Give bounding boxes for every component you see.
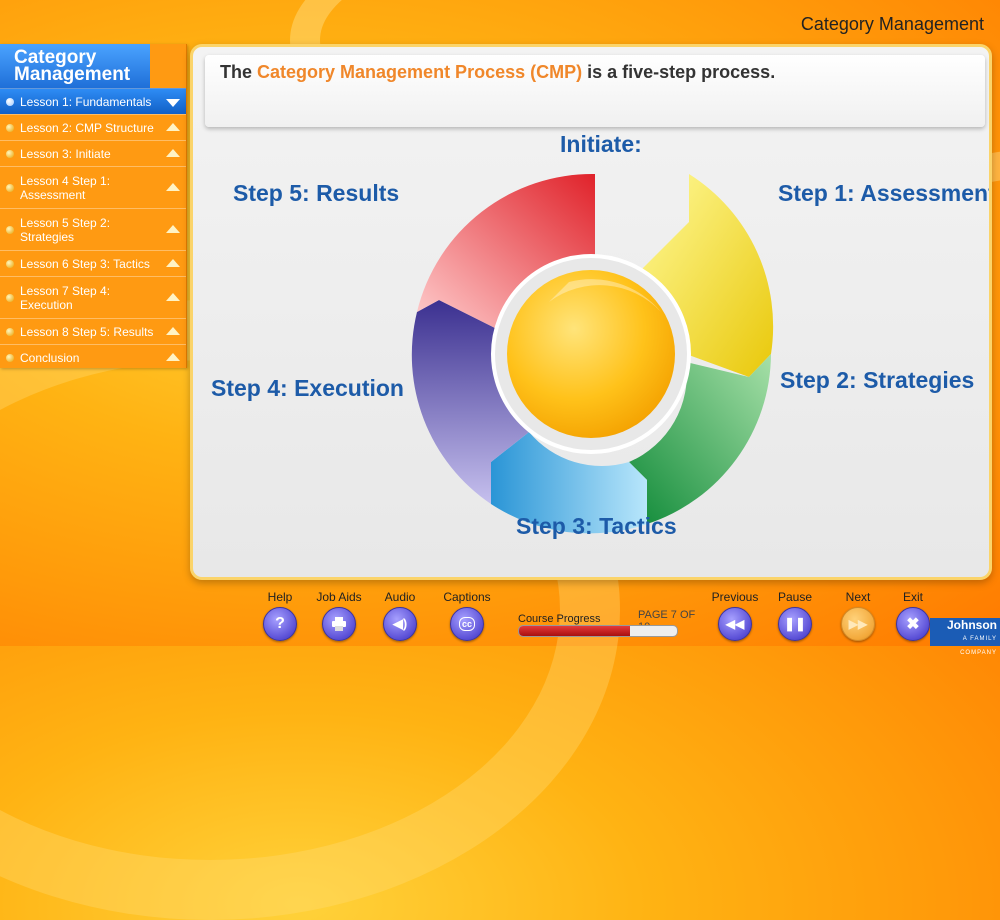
- headline-accent: Category Management Process (CMP): [257, 62, 583, 82]
- page-headline: The Category Management Process (CMP) is…: [220, 62, 775, 83]
- label-step2: Step 2: Strategies: [780, 367, 975, 393]
- chevron-up-icon: [166, 292, 180, 301]
- sidebar-item-5[interactable]: Lesson 5 Step 2: Strategies: [0, 208, 186, 250]
- printer-icon: [332, 617, 346, 631]
- segment-step1: [639, 174, 774, 377]
- content-panel: The Category Management Process (CMP) is…: [190, 44, 992, 580]
- sidebar-item-9[interactable]: Conclusion: [0, 344, 186, 370]
- company-logo: Johnson A FAMILY COMPANY: [930, 618, 1000, 656]
- sidebar-item-7[interactable]: Lesson 7 Step 4: Execution: [0, 276, 186, 318]
- lesson-list: Lesson 1: Fundamentals Lesson 2: CMP Stru…: [0, 88, 186, 370]
- help-label: Help: [267, 590, 293, 604]
- help-button[interactable]: ?: [263, 607, 297, 641]
- previous-control[interactable]: Previous ◀◀: [708, 590, 762, 641]
- progress-fill: [519, 626, 630, 636]
- rewind-icon: ◀◀: [725, 617, 745, 631]
- sidebar-item-label: Lesson 3: Initiate: [20, 146, 111, 161]
- chevron-up-icon: [166, 224, 180, 233]
- captions-button[interactable]: cc: [450, 607, 484, 641]
- label-step1: Step 1: Assessment: [778, 180, 992, 206]
- course-progress-label: Course Progress: [518, 613, 601, 625]
- next-button[interactable]: ▶▶: [841, 607, 875, 641]
- bullet-icon: [6, 225, 14, 234]
- sidebar-item-6[interactable]: Lesson 6 Step 3: Tactics: [0, 250, 186, 276]
- center-highlight: [549, 279, 661, 312]
- pause-label: Pause: [777, 590, 813, 604]
- chevron-up-icon: [166, 326, 180, 335]
- forward-icon: ▶▶: [848, 617, 868, 631]
- exit-label: Exit: [902, 590, 923, 604]
- bullet-icon: [6, 97, 14, 106]
- pause-icon: ❚❚: [784, 616, 806, 631]
- audio-control[interactable]: Audio ◀): [380, 590, 420, 641]
- previous-button[interactable]: ◀◀: [718, 607, 752, 641]
- help-control[interactable]: Help ?: [262, 590, 298, 641]
- chevron-up-icon: [166, 182, 180, 191]
- job-aids-label: Job Aids: [316, 590, 362, 604]
- lesson-sidebar: Category Management Lesson 1: Fundamenta…: [0, 44, 187, 368]
- sidebar-item-label: Lesson 7 Step 4: Execution: [20, 283, 111, 312]
- captions-label: Captions: [443, 590, 491, 604]
- bullet-icon: [6, 259, 14, 268]
- cmp-cycle-diagram: [411, 173, 774, 534]
- previous-label: Previous: [711, 590, 759, 604]
- logo-text: Johnson: [947, 618, 997, 632]
- job-aids-button[interactable]: [322, 607, 356, 641]
- bullet-icon: [6, 123, 14, 132]
- app-title: Category Management: [800, 14, 984, 34]
- sidebar-item-2[interactable]: Lesson 2: CMP Structure: [0, 114, 186, 140]
- center-circle: [507, 270, 675, 438]
- speaker-icon: ◀): [392, 616, 408, 631]
- bullet-icon: [6, 353, 14, 362]
- sidebar-item-label: Lesson 8 Step 5: Results: [20, 324, 154, 339]
- cc-icon: cc: [458, 617, 475, 631]
- segment-step4: [411, 300, 529, 504]
- chevron-up-icon: [166, 258, 180, 267]
- label-step5: Step 5: Results: [233, 180, 400, 206]
- audio-label: Audio: [384, 590, 416, 604]
- sidebar-item-label: Lesson 5 Step 2: Strategies: [20, 215, 111, 244]
- sidebar-item-3[interactable]: Lesson 3: Initiate: [0, 140, 186, 166]
- segment-step5: [417, 173, 595, 330]
- logo-tagline: A FAMILY COMPANY: [960, 636, 997, 656]
- sidebar-item-8[interactable]: Lesson 8 Step 5: Results: [0, 318, 186, 344]
- headline-post: is a five-step process.: [582, 62, 776, 82]
- label-step3: Step 3: Tactics: [516, 513, 677, 539]
- close-icon: ✖: [906, 616, 920, 633]
- next-control[interactable]: Next ▶▶: [838, 590, 878, 641]
- captions-control[interactable]: Captions cc: [440, 590, 494, 641]
- bullet-icon: [6, 327, 14, 336]
- audio-button[interactable]: ◀): [383, 607, 417, 641]
- question-icon: ?: [275, 615, 285, 632]
- headline-box: The Category Management Process (CMP) is…: [205, 55, 985, 127]
- sidebar-item-label: Lesson 2: CMP Structure: [20, 120, 154, 135]
- sidebar-item-label: Lesson 4 Step 1: Assessment: [20, 173, 111, 202]
- sidebar-item-4[interactable]: Lesson 4 Step 1: Assessment: [0, 166, 186, 208]
- course-progress: Course Progress PAGE 7 OF 10: [518, 609, 710, 637]
- pause-control[interactable]: Pause ❚❚: [775, 590, 815, 641]
- chevron-down-icon: [166, 98, 180, 107]
- chevron-up-icon: [166, 148, 180, 157]
- segment-step2: [629, 354, 771, 524]
- sidebar-item-label: Lesson 1: Fundamentals: [20, 94, 152, 109]
- chevron-up-icon: [166, 122, 180, 131]
- job-aids-control[interactable]: Job Aids: [312, 590, 366, 641]
- chevron-up-icon: [166, 352, 180, 361]
- sidebar-item-1[interactable]: Lesson 1: Fundamentals: [0, 88, 186, 114]
- bullet-icon: [6, 293, 14, 302]
- pause-button[interactable]: ❚❚: [778, 607, 812, 641]
- segment-step3: [491, 432, 647, 534]
- next-label: Next: [845, 590, 871, 604]
- sidebar-header: Category Management: [0, 44, 150, 88]
- exit-button[interactable]: ✖: [896, 607, 930, 641]
- headline-pre: The: [220, 62, 258, 82]
- center-label-initiate: Initiate:: [560, 131, 642, 157]
- bullet-icon: [6, 183, 14, 192]
- bullet-icon: [6, 149, 14, 158]
- sidebar-item-label: Conclusion: [20, 350, 80, 365]
- exit-control[interactable]: Exit ✖: [895, 590, 931, 641]
- progress-bar: [518, 625, 678, 637]
- sidebar-item-label: Lesson 6 Step 3: Tactics: [20, 256, 150, 271]
- label-step4: Step 4: Execution: [211, 375, 404, 401]
